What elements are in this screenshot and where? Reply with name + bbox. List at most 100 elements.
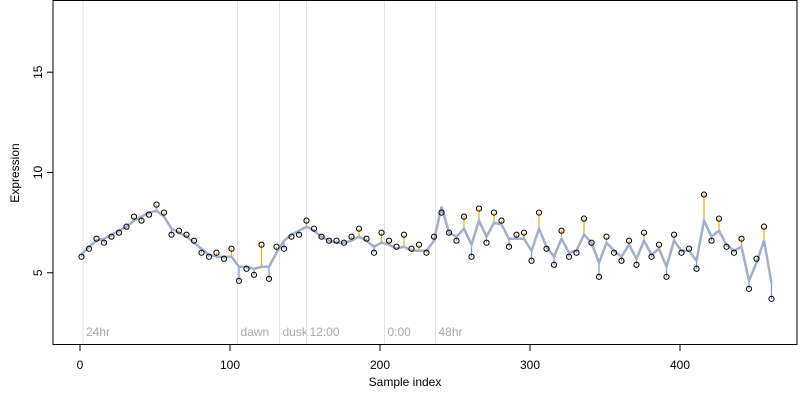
- data-point: [265, 275, 273, 282]
- data-point: [168, 231, 175, 238]
- data-point: [498, 217, 505, 224]
- time-marker-label: 48hr: [439, 325, 463, 339]
- data-point: [528, 257, 535, 264]
- y-tick-label: 5: [31, 269, 45, 276]
- data-point: [160, 209, 168, 216]
- data-point: [573, 249, 580, 256]
- data-point: [588, 239, 595, 246]
- data-point: [318, 233, 325, 240]
- data-point: [198, 249, 205, 256]
- data-point: [475, 205, 483, 212]
- data-point: [243, 265, 250, 272]
- data-point: [93, 235, 100, 242]
- data-point: [685, 245, 693, 252]
- data-point: [453, 237, 460, 244]
- data-point: [85, 245, 93, 252]
- data-point: [663, 273, 670, 280]
- data-point: [258, 241, 265, 248]
- data-point: [235, 277, 243, 284]
- data-point: [408, 245, 415, 252]
- data-point: [700, 191, 708, 198]
- data-point: [295, 231, 303, 238]
- data-point: [678, 249, 685, 256]
- data-point: [490, 209, 498, 216]
- data-point: [138, 217, 145, 224]
- data-point: [370, 249, 378, 256]
- data-point: [768, 295, 775, 302]
- data-point: [708, 237, 715, 244]
- data-point: [438, 209, 445, 216]
- data-point: [273, 243, 280, 250]
- data-point: [648, 253, 655, 260]
- data-point: [520, 229, 528, 236]
- data-point: [610, 249, 618, 256]
- data-point: [723, 243, 730, 250]
- data-point: [730, 249, 738, 256]
- data-point: [715, 215, 723, 222]
- data-point: [618, 257, 625, 264]
- data-point: [625, 237, 633, 244]
- data-point: [558, 227, 565, 234]
- y-axis-label: Expression: [8, 143, 22, 202]
- data-point: [423, 249, 430, 256]
- data-point: [430, 233, 438, 240]
- data-point: [250, 271, 258, 278]
- data-point: [183, 231, 190, 238]
- data-point: [745, 285, 753, 292]
- data-point: [483, 239, 490, 246]
- data-point: [400, 231, 408, 238]
- data-point: [468, 253, 475, 260]
- data-point: [348, 233, 355, 240]
- x-axis-label: Sample index: [369, 375, 442, 389]
- data-point: [280, 245, 288, 252]
- time-marker-label: dawn: [241, 325, 270, 339]
- time-marker-label: dusk: [283, 325, 309, 339]
- data-point: [205, 253, 213, 260]
- y-tick-label: 15: [31, 65, 45, 79]
- data-point: [670, 231, 678, 238]
- data-point: [115, 229, 123, 236]
- data-point: [303, 217, 310, 224]
- data-point: [565, 253, 573, 260]
- data-point: [340, 239, 348, 246]
- data-point: [153, 201, 160, 208]
- data-point: [633, 261, 640, 268]
- fit-line: [80, 206, 773, 285]
- data-point: [445, 229, 453, 236]
- x-tick-label: 100: [220, 358, 240, 372]
- data-point: [363, 235, 370, 242]
- data-point: [288, 233, 295, 240]
- data-point: [220, 255, 228, 262]
- x-tick-label: 0: [77, 358, 84, 372]
- data-point: [655, 241, 663, 248]
- data-point: [505, 243, 513, 250]
- data-point: [760, 223, 768, 230]
- data-point: [513, 231, 520, 238]
- data-point: [310, 225, 318, 232]
- data-point: [753, 255, 760, 262]
- data-point: [355, 225, 363, 232]
- data-point: [190, 237, 198, 244]
- data-point: [228, 245, 235, 252]
- data-point: [333, 237, 340, 244]
- time-marker-label: 12:00: [310, 325, 340, 339]
- x-tick-label: 200: [370, 358, 390, 372]
- time-marker-label: 24hr: [86, 325, 110, 339]
- data-point: [580, 215, 588, 222]
- plot-frame: [52, 0, 798, 345]
- data-point: [738, 235, 745, 242]
- data-point: [78, 253, 85, 260]
- data-point: [543, 245, 550, 252]
- data-point: [385, 237, 393, 244]
- x-tick-label: 300: [520, 358, 540, 372]
- data-point: [108, 233, 115, 240]
- data-point: [460, 213, 468, 220]
- time-marker-label: 0:00: [388, 325, 412, 339]
- data-point: [550, 261, 558, 268]
- data-point: [100, 239, 108, 246]
- data-point: [130, 213, 138, 220]
- data-point: [325, 237, 333, 244]
- data-point: [213, 249, 220, 256]
- data-point: [595, 273, 603, 280]
